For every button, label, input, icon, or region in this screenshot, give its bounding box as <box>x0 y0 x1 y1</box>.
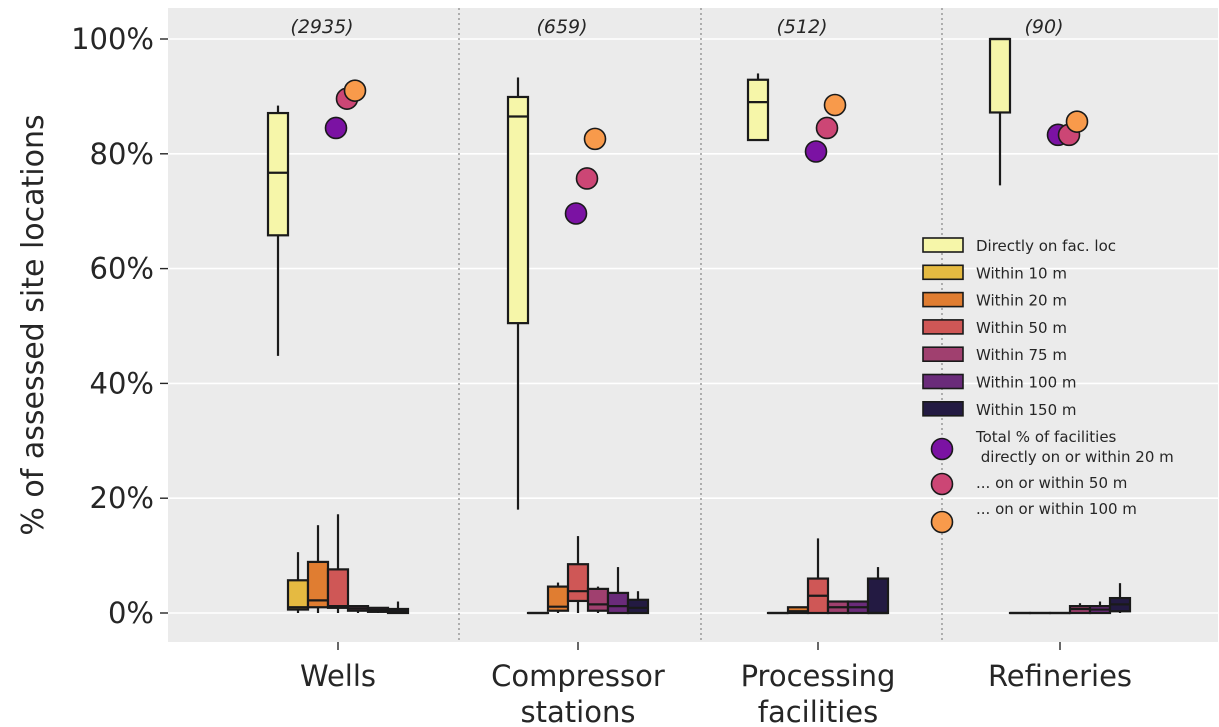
data-point <box>1065 110 1089 133</box>
category-count-label: (90) <box>1024 16 1063 38</box>
legend-label: directly on or within 20 m <box>976 448 1174 466</box>
y-axis-ticks: 0% 20% 40% 60% 80% 100% <box>71 22 168 630</box>
legend-marker <box>930 510 954 534</box>
y-tick-label: 0% <box>108 596 154 630</box>
y-axis-label: % of assessed site locations <box>16 114 51 535</box>
x-tick-label: Processing <box>741 659 896 693</box>
point-series <box>324 79 1089 225</box>
category-count-label: (512) <box>776 16 827 38</box>
data-point <box>324 116 348 140</box>
plot-background <box>168 8 1218 642</box>
legend-swatch <box>922 373 964 390</box>
legend-label: Within 150 m <box>976 401 1077 419</box>
legend: Directly on fac. loc Within 10 m Within 20… <box>922 237 1174 534</box>
legend-label: Within 10 m <box>976 264 1067 282</box>
point-series-group <box>324 116 1070 225</box>
legend-swatch <box>922 346 964 363</box>
data-point <box>564 202 588 225</box>
box <box>626 598 650 615</box>
data-point <box>804 140 828 163</box>
box <box>988 37 1012 114</box>
legend-label: ... on or within 50 m <box>976 474 1127 492</box>
data-point <box>343 79 367 102</box>
box-series-group <box>386 567 1132 615</box>
category-count-label: (659) <box>536 16 587 38</box>
data-point <box>823 93 847 117</box>
box-series-group <box>326 514 1072 615</box>
category-count-label: (2935) <box>290 16 353 38</box>
legend-swatch <box>922 400 964 417</box>
x-tick-label: Compressor <box>491 659 665 693</box>
y-tick-label: 80% <box>90 137 154 171</box>
box <box>746 78 770 142</box>
y-tick-label: 100% <box>71 22 154 56</box>
box <box>866 577 890 615</box>
legend-label: Within 20 m <box>976 292 1067 310</box>
data-point <box>583 127 607 151</box>
x-tick-label: facilities <box>758 695 878 727</box>
legend-marker <box>930 472 954 496</box>
legend-label: Total % of facilities <box>975 428 1117 446</box>
y-tick-label: 20% <box>90 481 154 515</box>
legend-label: Within 50 m <box>976 319 1067 337</box>
box <box>266 111 290 237</box>
legend-label: Within 75 m <box>976 346 1067 364</box>
x-tick-label: stations <box>521 695 636 727</box>
legend-swatch <box>922 237 964 253</box>
box <box>326 568 350 609</box>
legend-swatch <box>922 291 964 308</box>
box-series-group <box>266 37 1012 510</box>
x-tick-label: Wells <box>300 659 376 693</box>
legend-swatch <box>922 264 964 281</box>
legend-label: Directly on fac. loc <box>976 237 1116 255</box>
data-point <box>575 167 599 190</box>
box <box>506 95 530 325</box>
legend-label: ... on or within 100 m <box>976 500 1137 518</box>
y-tick-label: 60% <box>90 252 154 286</box>
x-tick-label: Refineries <box>988 659 1132 693</box>
box <box>606 591 630 615</box>
legend-label: Within 100 m <box>976 374 1077 392</box>
legend-swatch <box>922 319 964 335</box>
box <box>586 587 610 612</box>
box-series <box>266 37 1132 615</box>
grid-lines <box>168 38 1218 614</box>
category-count-labels: (2935) (659) (512) (90) <box>290 16 1063 38</box>
box <box>566 563 590 603</box>
box-series-group <box>306 525 1052 615</box>
legend-marker <box>930 437 954 461</box>
point-series-group <box>343 79 1089 151</box>
y-tick-label: 40% <box>90 366 154 400</box>
box <box>286 579 310 611</box>
data-point <box>815 116 839 140</box>
